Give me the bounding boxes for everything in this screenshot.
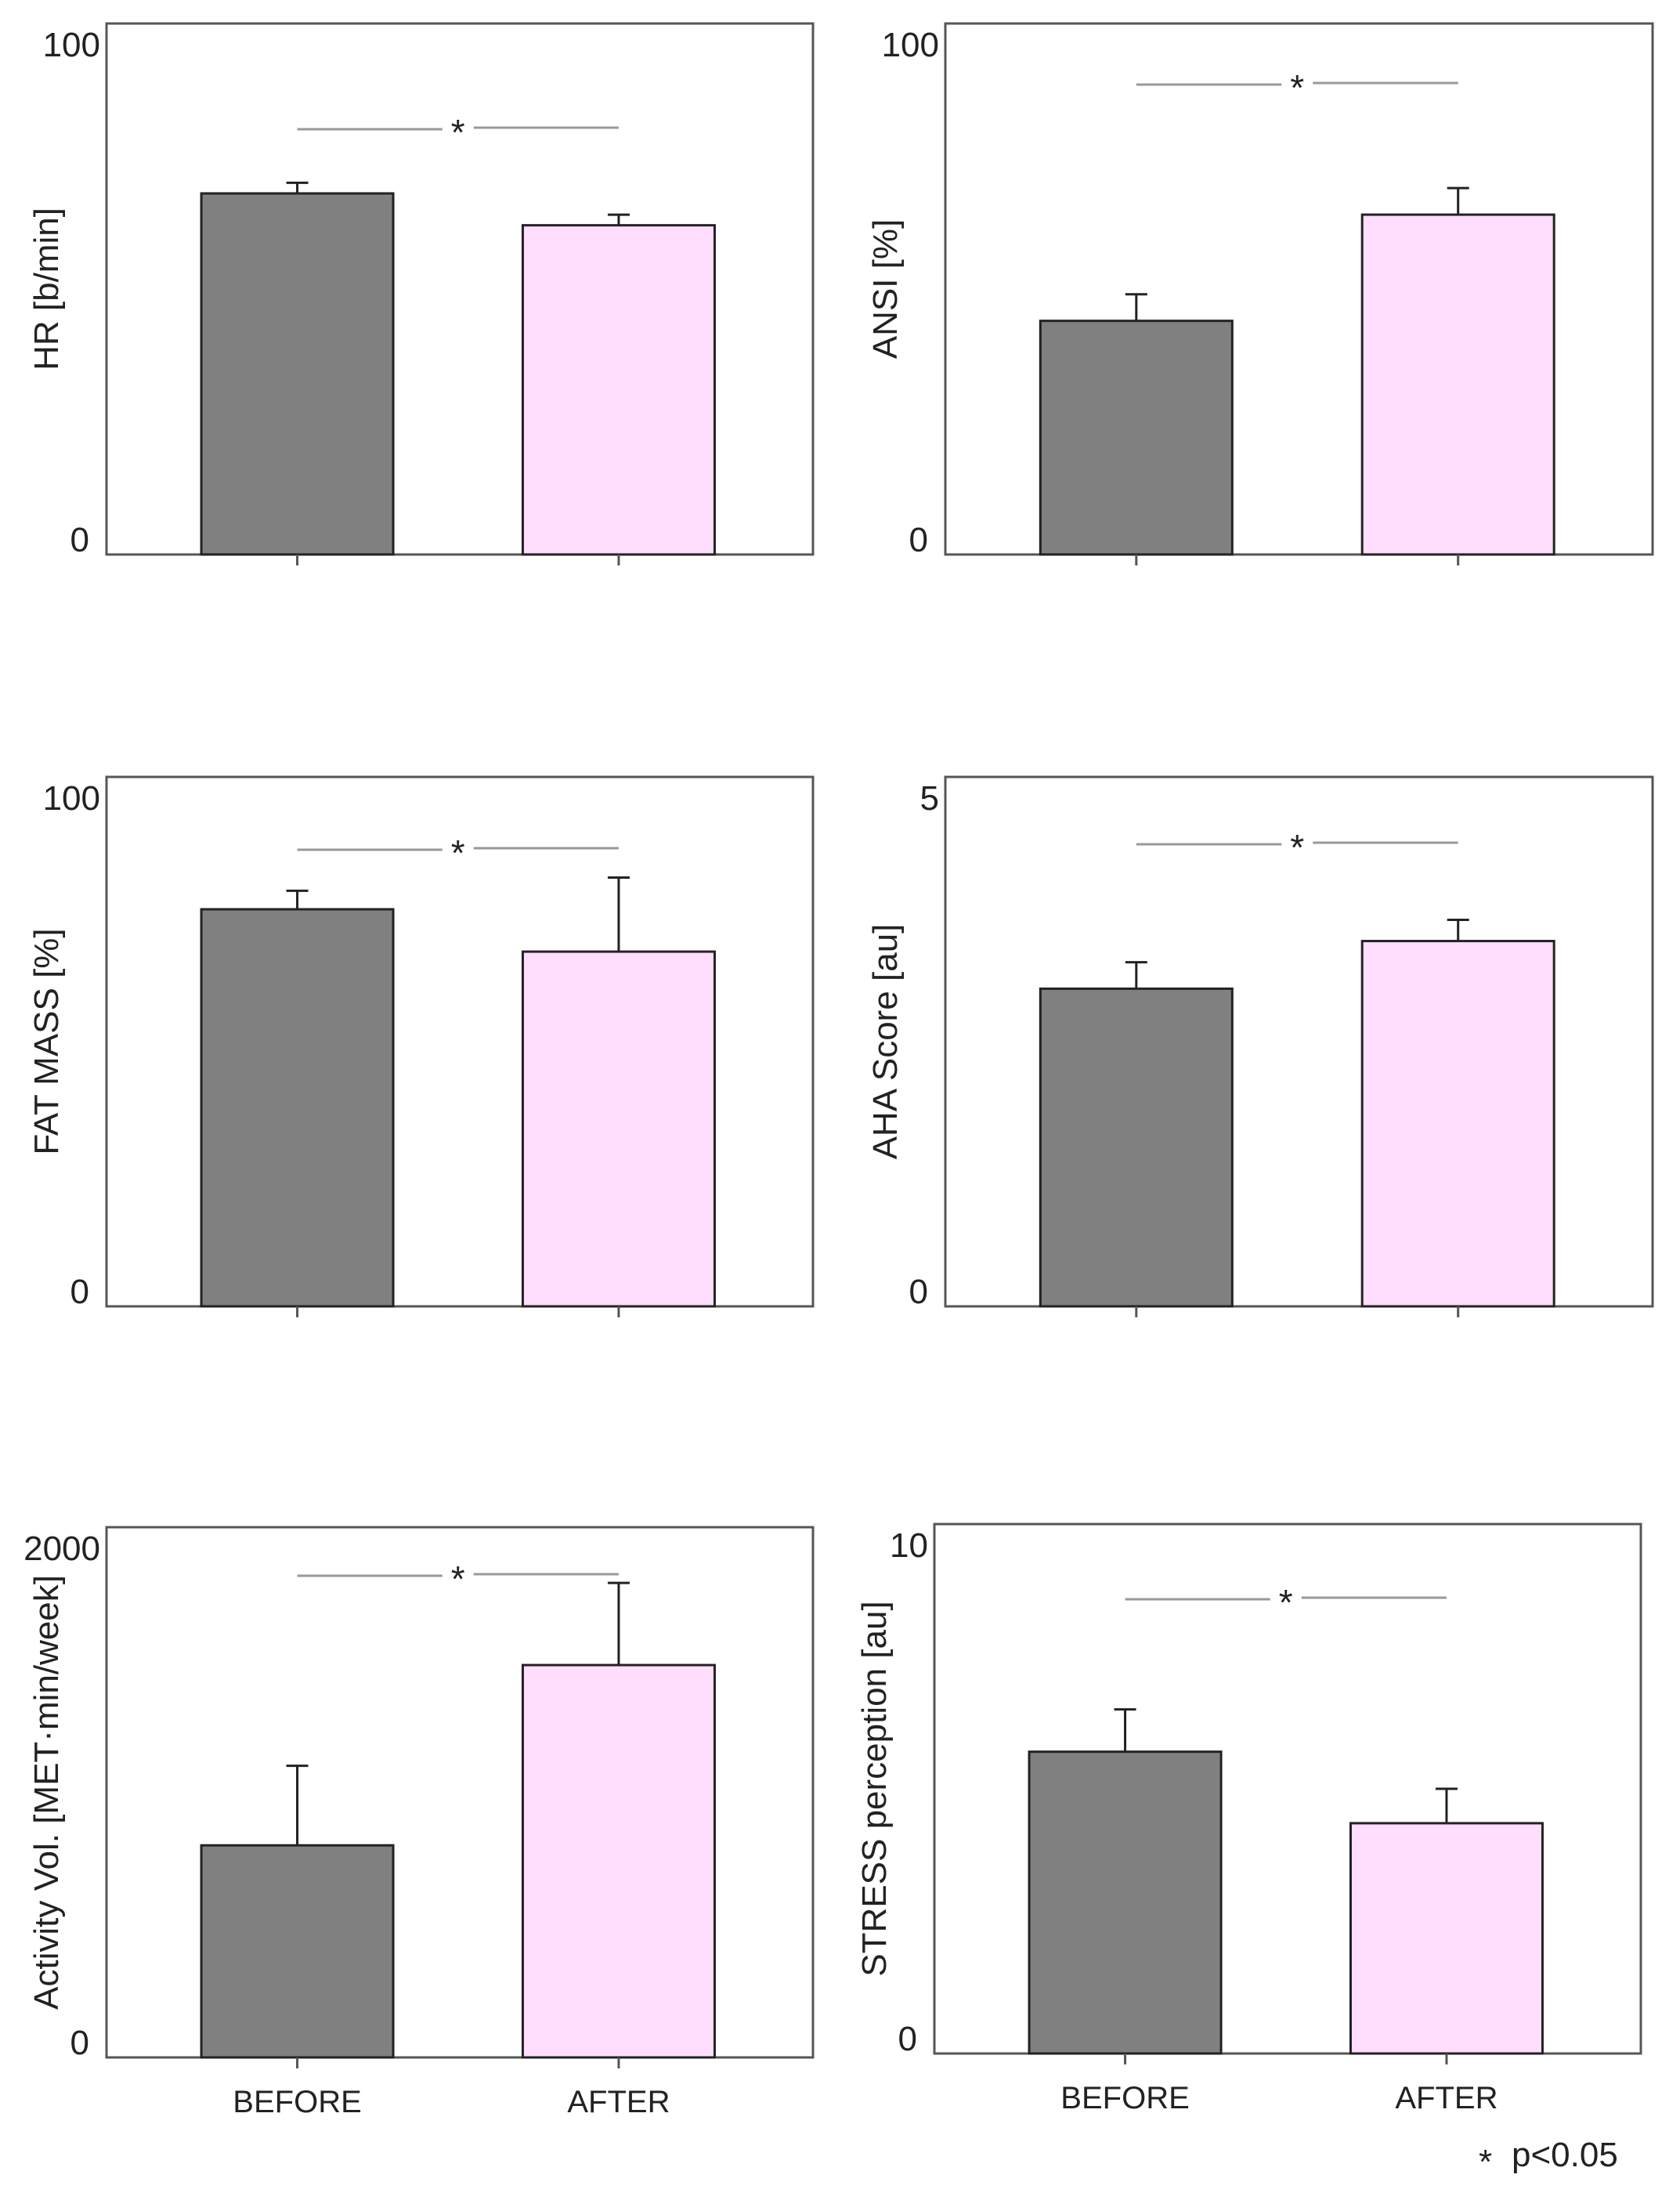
y-tick-label-max: 100 <box>882 26 939 64</box>
chart-panel: 0 10 STRESS perception [au] BEFORE AFTER * <box>855 1523 1642 2115</box>
chart-panel: 0 100 ANSI [%] * <box>866 22 1654 565</box>
y-axis-label: STRESS perception [au] <box>855 1601 894 1976</box>
bar-before <box>1028 1750 1223 2055</box>
y-tick-label-min: 0 <box>909 521 928 559</box>
chart-panel: 0 100 FAT MASS [%] * <box>27 775 815 1317</box>
plot-frame <box>105 1526 815 2059</box>
x-category-label-after: AFTER <box>1395 2081 1498 2115</box>
y-tick-label-max: 100 <box>43 26 100 64</box>
x-category-label-after: AFTER <box>567 2085 670 2119</box>
significance-star: * <box>451 833 465 873</box>
y-tick-label-min: 0 <box>70 2024 89 2062</box>
x-category-label-before: BEFORE <box>1060 2081 1189 2115</box>
x-category-label-before: BEFORE <box>233 2085 361 2119</box>
y-tick-label-max: 100 <box>43 779 100 818</box>
bar-after <box>521 950 716 1308</box>
bar-before <box>1039 320 1234 556</box>
plot-frame <box>105 22 815 556</box>
legend-star-symbol: * <box>1479 2143 1492 2181</box>
y-tick-label-max: 10 <box>890 1526 928 1565</box>
y-axis-label: HR [b/min] <box>27 208 66 370</box>
plot-frame <box>933 1523 1642 2055</box>
bar-before <box>200 192 395 556</box>
bar-after <box>1360 213 1555 556</box>
y-tick-label-min: 0 <box>909 1273 928 1311</box>
y-tick-label-min: 0 <box>70 1273 89 1311</box>
significance-star: * <box>451 1559 465 1599</box>
bar-before <box>200 1844 395 2059</box>
y-tick-label-min: 0 <box>70 521 89 559</box>
y-axis-label: FAT MASS [%] <box>27 928 66 1154</box>
significance-star: * <box>1290 67 1304 108</box>
significance-legend: * p<0.05 <box>1479 2136 1618 2181</box>
chart-panel: 0 2000 Activity Vol. [MET·min/week] BEFORE A… <box>23 1526 815 2119</box>
bar-before <box>200 908 395 1308</box>
plot-frame <box>944 22 1654 556</box>
plot-frame <box>105 775 815 1308</box>
significance-star: * <box>1290 827 1304 868</box>
y-axis-label: Activity Vol. [MET·min/week] <box>27 1575 66 2010</box>
chart-panel: 0 100 HR [b/min] * <box>27 22 815 565</box>
plot-frame <box>944 775 1654 1308</box>
bar-after <box>1360 940 1555 1308</box>
bar-after <box>521 224 716 556</box>
y-tick-label-max: 2000 <box>23 1530 100 1568</box>
y-tick-label-max: 5 <box>920 779 939 818</box>
bar-after <box>1349 1822 1544 2055</box>
legend-text: p<0.05 <box>1512 2136 1618 2174</box>
bar-after <box>521 1663 716 2059</box>
significance-star: * <box>1279 1582 1293 1623</box>
significance-star: * <box>451 112 465 153</box>
y-axis-label: AHA Score [au] <box>866 924 905 1160</box>
chart-panel: 0 5 AHA Score [au] * <box>866 775 1654 1317</box>
bar-before <box>1039 987 1234 1308</box>
y-tick-label-min: 0 <box>898 2020 917 2058</box>
y-axis-label: ANSI [%] <box>866 219 905 359</box>
